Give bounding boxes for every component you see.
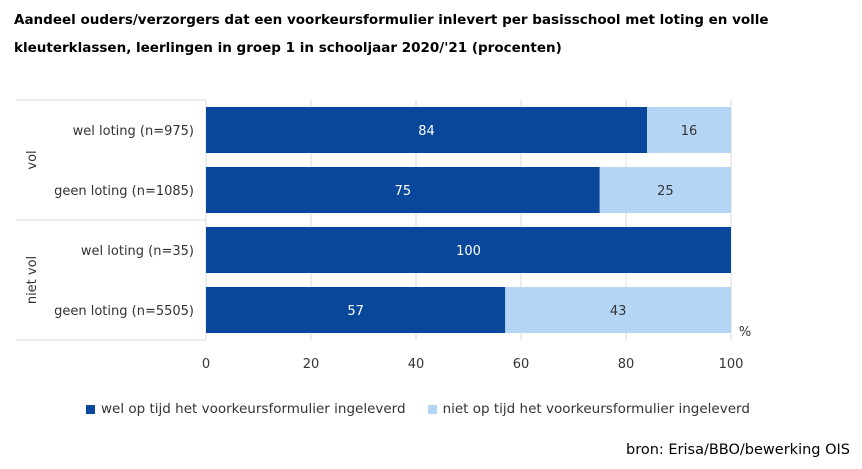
- legend-label-not-on-time: niet op tijd het voorkeursformulier inge…: [442, 401, 750, 417]
- chart-legend: wel op tijd het voorkeursformulier ingel…: [86, 401, 750, 417]
- bar-not-on-time: [505, 287, 731, 333]
- legend-label-on-time: wel op tijd het voorkeursformulier ingel…: [101, 401, 406, 417]
- data-label: 75: [395, 184, 412, 199]
- category-label: geen loting (n=1085): [54, 184, 194, 199]
- x-tick-label: 100: [719, 357, 744, 372]
- bar-on-time: [206, 287, 506, 333]
- data-label: 16: [681, 124, 698, 139]
- source-note: bron: Erisa/BBO/bewerking OIS: [625, 442, 850, 458]
- data-label: 25: [657, 184, 674, 199]
- bar-on-time: [206, 227, 731, 273]
- data-label: 43: [610, 304, 627, 319]
- chart-title-line2: kleuterklassen, leerlingen in groep 1 in…: [14, 40, 562, 56]
- data-label: 84: [418, 124, 435, 139]
- legend-item-not-on-time: niet op tijd het voorkeursformulier inge…: [427, 401, 750, 417]
- group-label: niet vol: [25, 256, 40, 304]
- x-tick-label: 60: [513, 357, 530, 372]
- legend-swatch-not-on-time: [427, 404, 437, 414]
- legend-swatch-on-time: [86, 404, 95, 414]
- chart-title: Aandeel ouders/verzorgers dat een voorke…: [14, 6, 844, 62]
- x-tick-label: 0: [202, 357, 210, 372]
- bar-on-time: [206, 167, 600, 213]
- data-label: 57: [347, 304, 364, 319]
- bar-on-time: [206, 107, 647, 153]
- bar-not-on-time: [599, 167, 731, 213]
- chart-title-line1: Aandeel ouders/verzorgers dat een voorke…: [14, 12, 769, 28]
- bar-not-on-time: [647, 107, 731, 153]
- category-label: wel loting (n=975): [73, 124, 194, 139]
- x-tick-label: 40: [408, 357, 425, 372]
- category-label: wel loting (n=35): [81, 244, 194, 259]
- category-label: geen loting (n=5505): [54, 304, 194, 319]
- x-tick-label: 80: [618, 357, 635, 372]
- group-label: vol: [25, 150, 40, 169]
- x-unit-label: %: [739, 325, 751, 340]
- x-tick-label: 20: [303, 357, 320, 372]
- data-label: 100: [456, 244, 481, 259]
- legend-item-on-time: wel op tijd het voorkeursformulier ingel…: [86, 401, 406, 417]
